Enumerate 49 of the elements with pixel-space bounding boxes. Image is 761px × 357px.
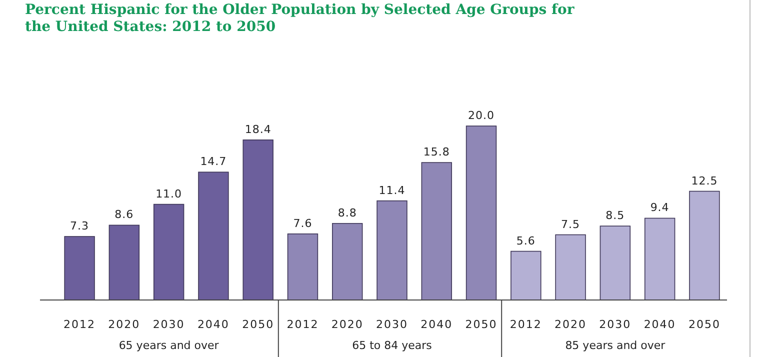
- data-label: 8.8: [338, 206, 357, 220]
- data-label: 14.7: [200, 155, 227, 168]
- data-label: 11.0: [156, 187, 182, 200]
- bar: [153, 204, 184, 300]
- bar: [644, 218, 676, 300]
- data-label: 9.4: [650, 201, 670, 214]
- data-label: 7.3: [70, 219, 90, 232]
- data-label: 8.6: [114, 208, 134, 222]
- text: 65 years and over: [118, 339, 220, 352]
- bar: [555, 234, 586, 300]
- data-label: 15.8: [423, 146, 450, 159]
- x-tick-label: 2012: [286, 318, 319, 331]
- bar: [376, 200, 408, 300]
- chart-title: Percent Hispanic for the Older Population by Selected Age Groups for the United States: 2012 to 2050: [25, 2, 575, 35]
- bar: [108, 224, 140, 300]
- x-tick-label: 2040: [197, 318, 230, 331]
- text: 65 to 84 years: [352, 339, 432, 352]
- x-tick-label: 2050: [688, 318, 720, 331]
- x-tick-label: 2012: [64, 318, 96, 331]
- data-label: 5.6: [516, 234, 536, 248]
- x-tick-label: 2020: [108, 318, 140, 331]
- x-tick-label: 2040: [644, 318, 676, 331]
- bar: [64, 236, 95, 300]
- x-tick-label: 2030: [376, 318, 408, 331]
- bar: [332, 223, 363, 300]
- x-tick-label: 2020: [554, 318, 587, 331]
- data-label: 20.0: [468, 109, 495, 122]
- bar: [466, 126, 497, 300]
- data-label: 11.4: [378, 184, 406, 197]
- x-tick-label: 2050: [242, 318, 274, 331]
- bar: [287, 233, 318, 300]
- data-label: 7.5: [561, 218, 580, 231]
- x-tick-label: 2020: [331, 318, 364, 331]
- bar: [242, 140, 274, 300]
- x-tick-label: 2050: [465, 318, 498, 331]
- bar: [510, 250, 542, 300]
- bar: [689, 190, 720, 300]
- x-tick-label: 2030: [152, 318, 185, 331]
- data-label: 18.4: [244, 122, 272, 136]
- bar: [600, 226, 631, 300]
- data-label: 12.5: [691, 174, 718, 188]
- bar: [421, 162, 452, 300]
- data-label: 8.5: [606, 209, 625, 222]
- x-tick-label: 2040: [420, 318, 453, 331]
- x-tick-label: 2030: [599, 318, 632, 331]
- data-label: 7.6: [293, 216, 312, 230]
- x-tick-label: 2012: [510, 318, 542, 331]
- bar: [198, 172, 229, 300]
- text: 85 years and over: [565, 339, 666, 352]
